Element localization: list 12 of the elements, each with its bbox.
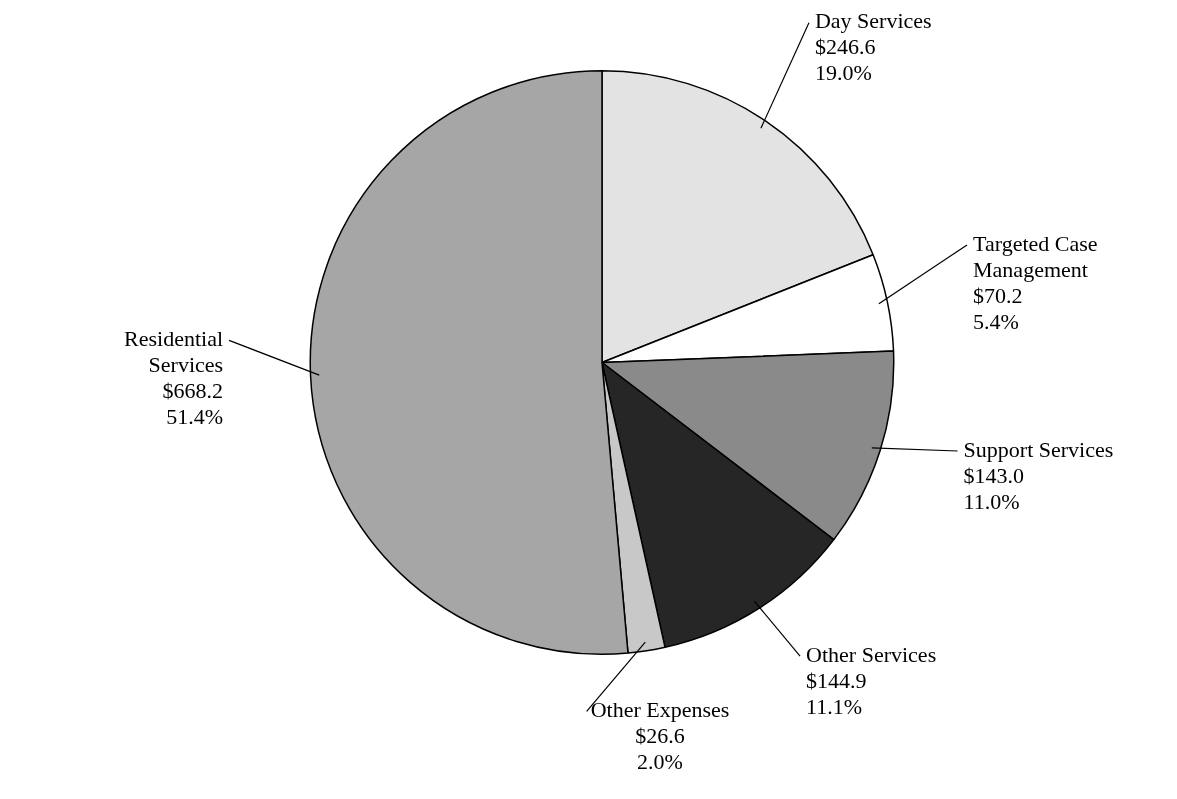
data-label: $246.6 19.0% <box>814 34 876 86</box>
slice-label: Day Services <box>814 8 932 34</box>
slice-label: Residential Services <box>124 326 224 378</box>
slice-label: Support Services <box>963 436 1114 462</box>
data-label: $26.6 2.0% <box>635 723 685 775</box>
data-label: $144.9 11.1% <box>806 667 867 719</box>
data-label: $70.2 5.4% <box>973 282 1023 334</box>
slice-label: Targeted Case Management <box>973 230 1098 282</box>
slice-label: Other Expenses <box>590 697 730 723</box>
data-label: $668.2 51.4% <box>162 378 224 430</box>
data-label: $143.0 11.0% <box>963 462 1025 514</box>
slice-label: Other Services <box>806 641 937 667</box>
